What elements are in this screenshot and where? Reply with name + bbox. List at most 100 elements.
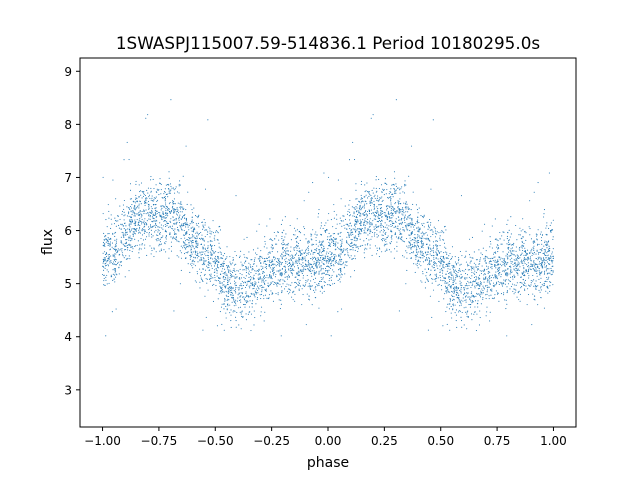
data-point: [448, 308, 450, 310]
data-point: [514, 291, 516, 293]
data-point: [271, 293, 273, 295]
data-point: [504, 279, 506, 281]
data-point: [131, 250, 133, 253]
data-point: [426, 243, 428, 246]
data-point: [511, 247, 513, 249]
data-point: [533, 264, 535, 266]
data-point: [491, 288, 493, 290]
data-point: [229, 304, 231, 306]
data-point: [130, 244, 132, 246]
data-point: [239, 306, 242, 308]
data-point: [102, 176, 104, 178]
data-point: [175, 223, 177, 225]
data-point: [404, 219, 406, 221]
data-point: [158, 214, 160, 216]
data-point: [241, 310, 243, 312]
data-point: [202, 239, 204, 241]
data-point: [504, 269, 506, 271]
data-point: [528, 285, 530, 287]
data-point: [271, 259, 273, 261]
data-point: [107, 260, 109, 262]
data-point: [390, 212, 392, 214]
data-point: [246, 281, 248, 283]
data-point: [543, 252, 545, 254]
data-point: [305, 260, 307, 262]
data-point: [186, 238, 188, 241]
data-point: [387, 211, 389, 213]
data-point: [356, 207, 358, 209]
data-point: [433, 264, 435, 266]
data-point: [310, 253, 312, 255]
data-point: [546, 222, 548, 224]
data-point: [127, 249, 129, 251]
data-point: [174, 188, 176, 190]
data-point: [332, 243, 335, 245]
data-point: [274, 281, 276, 284]
data-point: [311, 285, 313, 287]
data-point: [340, 244, 342, 246]
data-point: [464, 287, 466, 289]
data-point: [540, 257, 542, 260]
data-point: [255, 270, 257, 272]
data-point: [546, 243, 548, 245]
data-point: [523, 274, 525, 277]
data-point: [240, 283, 242, 285]
data-point: [541, 234, 543, 236]
data-point: [123, 244, 125, 247]
data-point: [160, 243, 162, 245]
data-point: [317, 252, 319, 255]
data-point: [191, 262, 193, 264]
data-point: [357, 246, 359, 248]
data-point: [278, 271, 280, 273]
data-point: [153, 247, 155, 249]
data-point: [394, 177, 396, 179]
data-point: [453, 265, 455, 267]
data-point: [375, 191, 377, 193]
data-point: [339, 223, 341, 225]
data-point: [283, 255, 285, 257]
data-point: [322, 227, 324, 230]
data-point: [440, 251, 442, 253]
data-point: [114, 239, 116, 241]
data-point: [125, 249, 127, 251]
data-point: [341, 242, 343, 244]
data-point: [364, 224, 366, 227]
data-point: [427, 279, 429, 281]
data-point: [226, 291, 228, 293]
data-point: [385, 241, 387, 243]
data-point: [176, 255, 178, 257]
data-point: [266, 225, 268, 227]
data-point: [498, 300, 500, 302]
data-point: [451, 273, 453, 275]
data-point: [370, 201, 372, 203]
data-point: [360, 183, 362, 185]
data-point: [386, 215, 388, 217]
data-point: [316, 260, 318, 262]
data-point: [452, 279, 454, 281]
data-point: [340, 250, 342, 252]
data-point: [254, 293, 256, 295]
data-point: [540, 265, 542, 267]
data-point: [453, 290, 455, 292]
data-point: [515, 255, 517, 257]
data-point: [145, 117, 147, 119]
data-point: [265, 260, 267, 263]
data-point: [109, 241, 112, 243]
data-point: [143, 192, 145, 194]
data-point: [296, 229, 298, 231]
data-point: [405, 201, 407, 203]
data-point: [507, 283, 510, 285]
data-point: [413, 244, 416, 246]
data-point: [489, 311, 491, 313]
data-point: [247, 301, 249, 303]
data-point: [332, 240, 334, 242]
data-point: [119, 205, 121, 207]
data-point: [349, 211, 351, 213]
data-point: [343, 215, 345, 217]
data-point: [317, 257, 319, 259]
data-point: [452, 278, 454, 280]
data-point: [327, 273, 329, 276]
data-point: [357, 219, 359, 221]
data-point: [479, 260, 481, 262]
data-point: [495, 238, 497, 240]
